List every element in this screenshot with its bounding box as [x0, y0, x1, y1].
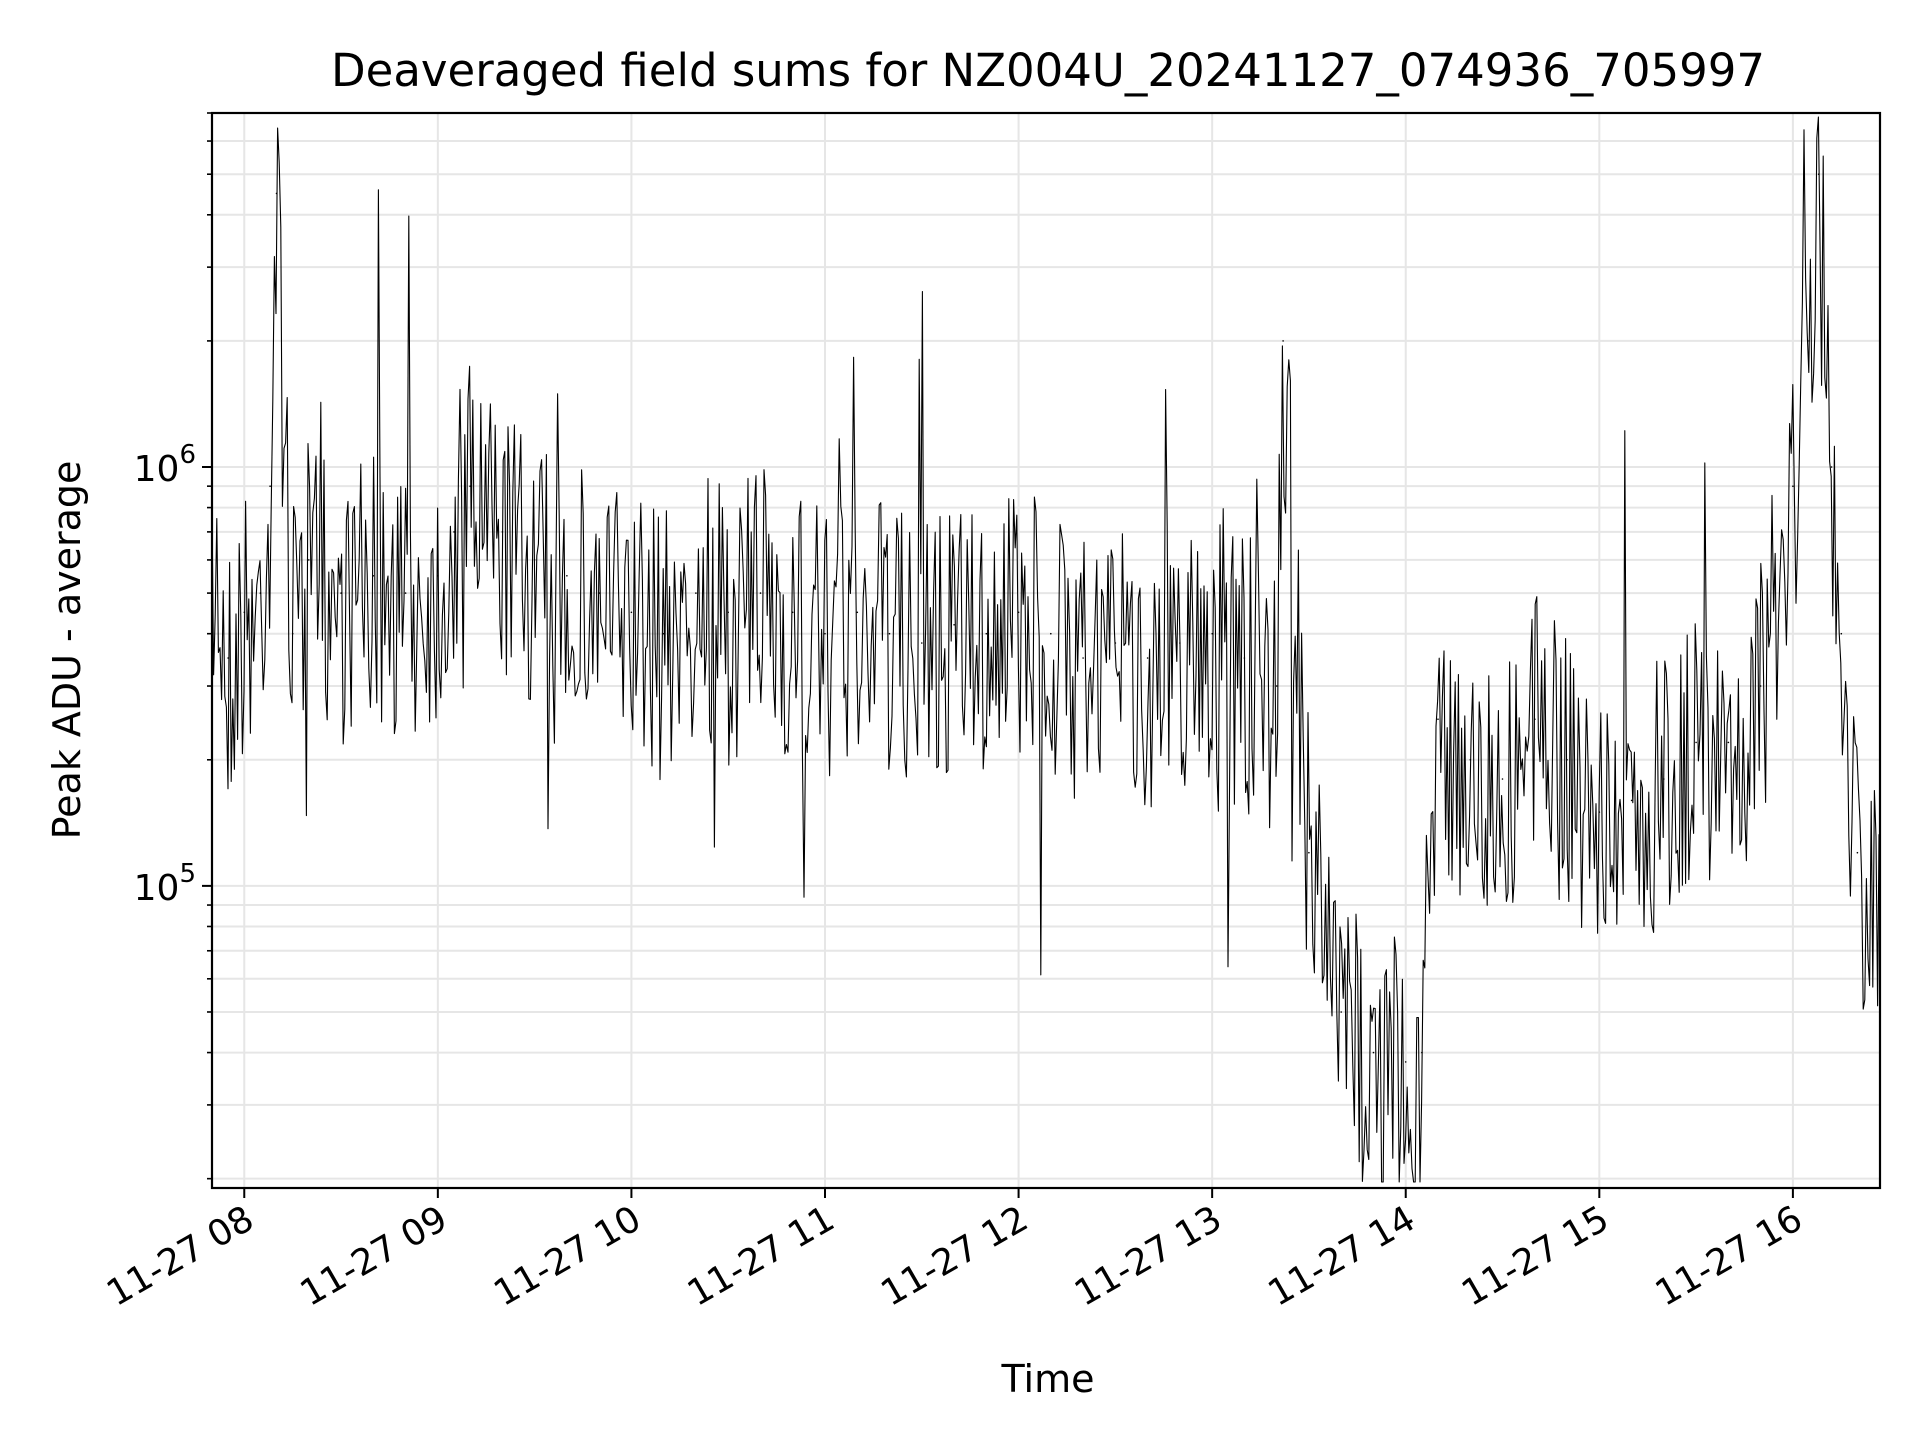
data-point: [1179, 642, 1181, 644]
data-point: [1469, 759, 1472, 761]
data-point: [1146, 657, 1149, 659]
data-point: [1372, 1051, 1375, 1054]
data-point: [1308, 851, 1310, 854]
chart-title: Deaveraged field sums for NZ004U_2024112…: [331, 44, 1765, 97]
x-axis-label: Time: [1001, 1357, 1095, 1401]
y-tick-base: 10: [134, 868, 180, 909]
y-axis-label: Peak ADU - average: [45, 461, 89, 840]
y-tick-exponent: 6: [179, 440, 196, 470]
data-point: [759, 592, 762, 594]
data-point: [1082, 657, 1084, 659]
data-point: [888, 632, 891, 635]
data-point: [824, 632, 826, 635]
data-point: [501, 531, 504, 533]
data-point: [1759, 685, 1762, 687]
data-point: [1017, 611, 1020, 614]
data-point: [598, 592, 600, 594]
y-tick-label: 105: [134, 859, 196, 909]
data-point: [791, 611, 794, 614]
data-point: [1630, 799, 1633, 802]
data-point: [1534, 718, 1536, 720]
data-point: [662, 632, 665, 635]
data-point: [1501, 778, 1504, 780]
data-point: [1275, 685, 1278, 687]
y-tick-label: 106: [134, 440, 196, 490]
data-point: [1282, 340, 1284, 342]
data-point: [856, 611, 859, 614]
data-point: [1695, 741, 1697, 744]
data-point: [1856, 851, 1859, 854]
data-point: [437, 575, 439, 577]
data-point: [630, 611, 633, 614]
data-point: [1808, 340, 1810, 342]
data-point: [1050, 632, 1052, 635]
data-point: [1830, 466, 1833, 468]
data-point: [227, 657, 229, 659]
data-point: [1404, 1061, 1407, 1063]
data-point: [259, 592, 262, 594]
data-point: [340, 592, 342, 594]
y-tick-exponent: 5: [179, 859, 196, 889]
data-point: [269, 485, 271, 488]
y-tick-base: 10: [134, 449, 180, 490]
data-point: [1340, 1011, 1342, 1013]
data-point: [308, 559, 310, 561]
data-point: [921, 642, 923, 644]
data-point: [275, 192, 278, 195]
data-point: [469, 485, 471, 488]
data-point: [291, 632, 294, 635]
data-point: [1840, 632, 1843, 635]
data-point: [1114, 642, 1117, 644]
data-point: [695, 592, 697, 594]
data-point: [727, 611, 729, 614]
plot-frame: [210, 111, 1882, 1190]
data-point: [1243, 657, 1246, 659]
data-point: [1421, 1051, 1423, 1054]
data-point: [404, 592, 407, 594]
data-point: [1663, 778, 1665, 780]
data-point: [453, 531, 455, 533]
data-point: [985, 632, 988, 635]
data-point: [1211, 632, 1213, 635]
data-point: [243, 611, 246, 614]
data-point: [1727, 741, 1730, 744]
data-point: [372, 575, 375, 577]
data-point: [566, 575, 568, 577]
data-point: [953, 624, 955, 626]
data-point: [1817, 173, 1820, 175]
data-point: [1566, 759, 1568, 761]
data-point: [1437, 718, 1439, 720]
data-point: [1598, 811, 1601, 813]
data-point: [1792, 485, 1794, 488]
data-point: [533, 559, 536, 561]
series-line: [211, 116, 1880, 1183]
